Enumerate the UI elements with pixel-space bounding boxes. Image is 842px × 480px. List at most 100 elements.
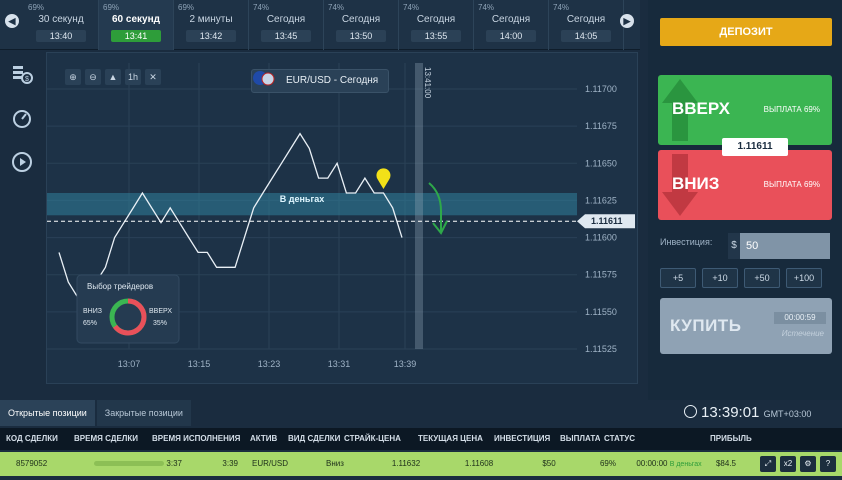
time-slot[interactable]: 74% Сегодня 13:55: [399, 0, 474, 50]
down-label: ВНИЗ: [672, 174, 720, 193]
help-icon[interactable]: ?: [820, 456, 836, 472]
scroll-left-icon[interactable]: ◀: [5, 14, 19, 28]
y-tick-label: 1.11600: [585, 233, 617, 243]
slot-payout: 69%: [178, 3, 195, 12]
chart-tool-button[interactable]: ▲: [105, 69, 121, 85]
y-tick-label: 1.11525: [585, 344, 617, 354]
asset-selector[interactable]: EUR/USD - Сегодня: [251, 69, 390, 93]
investment-input[interactable]: [740, 233, 830, 259]
traders-down-pct: 65%: [83, 320, 97, 327]
x-tick-label: 13:39: [394, 359, 417, 369]
y-tick-label: 1.11625: [585, 195, 617, 205]
put-down-button[interactable]: ВНИЗ ВЫПЛАТА 69%: [658, 150, 832, 220]
clock-timezone: GMT+03:00: [763, 409, 812, 419]
tab-open-positions[interactable]: Открытые позиции: [0, 400, 95, 426]
settings-icon[interactable]: ⚙: [800, 456, 816, 472]
cell-payout: 69%: [599, 459, 616, 468]
time-slot[interactable]: 69% 2 минуты 13:42: [174, 0, 249, 50]
tab-closed-positions[interactable]: Закрытые позиции: [96, 400, 191, 426]
clock-time: 13:39:01: [701, 404, 760, 421]
buy-timer: 00:00:59: [774, 312, 826, 324]
arrow-up-icon: [662, 79, 698, 141]
call-up-button[interactable]: ВВЕРХ ВЫПЛАТА 69%: [658, 75, 832, 145]
slot-label: 30 секунд: [38, 14, 84, 25]
buy-label: КУПИТЬ: [670, 316, 742, 335]
time-slot[interactable]: 69% 30 секунд 13:40: [24, 0, 99, 50]
up-payout: ВЫПЛАТА 69%: [763, 105, 820, 114]
x-tick-label: 13:15: [188, 359, 211, 369]
column-header[interactable]: ВЫПЛАТА: [560, 434, 600, 443]
time-slot[interactable]: 74% Сегодня 13:45: [249, 0, 324, 50]
time-slot[interactable]: 74% Сегодня 14:00: [474, 0, 549, 50]
column-header[interactable]: ПРИБЫЛЬ: [710, 434, 752, 443]
play-icon[interactable]: [10, 150, 34, 174]
price-chart-panel: 1.11700 1.11675 1.11650 1.11625 1.11600 1.115…: [46, 52, 638, 384]
column-header[interactable]: СТРАЙК-ЦЕНА: [344, 434, 401, 443]
price-chart[interactable]: 1.11700 1.11675 1.11650 1.11625 1.11600 1.115…: [47, 53, 639, 385]
down-payout: ВЫПЛАТА 69%: [763, 180, 820, 189]
chart-tool-button[interactable]: ⊕: [65, 69, 81, 85]
slot-payout: 74%: [403, 3, 420, 12]
slot-time: 13:42: [186, 30, 236, 42]
increment-button[interactable]: +100: [786, 268, 822, 288]
traders-choice-title: Выбор трейдеров: [87, 282, 153, 291]
time-slot[interactable]: 74% Сегодня 14:05: [549, 0, 624, 50]
cell-current: 1.11608: [464, 459, 494, 468]
column-header[interactable]: АКТИВ: [250, 434, 278, 443]
column-header[interactable]: СТАТУС: [604, 434, 635, 443]
current-price-label: 1.11611: [591, 216, 623, 226]
column-header[interactable]: ИНВЕСТИЦИЯ: [494, 434, 551, 443]
slot-time: 13:45: [261, 30, 311, 42]
in-the-money-zone: [47, 193, 577, 216]
slot-time: 14:00: [486, 30, 536, 42]
cell-code: 8579052: [16, 459, 48, 468]
slot-time: 13:50: [336, 30, 386, 42]
chart-tool-button[interactable]: ⊖: [85, 69, 101, 85]
time-slot[interactable]: 69% 60 секунд 13:41: [99, 0, 174, 50]
zone-label: В деньгах: [280, 194, 324, 204]
column-header[interactable]: ВИД СДЕЛКИ: [288, 434, 340, 443]
y-tick-label: 1.11675: [585, 121, 617, 131]
expand-icon[interactable]: ⤢: [760, 456, 776, 472]
coins-icon[interactable]: $: [10, 62, 34, 86]
y-tick-label: 1.11650: [585, 158, 617, 168]
slot-payout: 69%: [103, 3, 120, 12]
traders-choice-box: [76, 274, 180, 344]
eu-us-flag-icon: [253, 71, 275, 86]
asset-label: EUR/USD - Сегодня: [286, 75, 379, 86]
deposit-button[interactable]: ДЕПОЗИТ: [660, 18, 832, 46]
slot-time: 13:40: [36, 30, 86, 42]
increment-button[interactable]: +50: [744, 268, 780, 288]
positions-table-header: КОД СДЕЛКИ ВРЕМЯ СДЕЛКИ ВРЕМЯ ИСПОЛНЕНИЯ АК…: [0, 428, 842, 450]
x-tick-label: 13:07: [118, 359, 141, 369]
x-tick-label: 13:31: [328, 359, 351, 369]
investment-increments: +5 +10 +50 +100: [660, 268, 822, 288]
double-up-icon[interactable]: x2: [780, 456, 796, 472]
increment-button[interactable]: +5: [660, 268, 696, 288]
chart-tool-button[interactable]: 1h: [125, 69, 141, 85]
buy-button[interactable]: КУПИТЬ 00:00:59 Истечение: [660, 298, 832, 354]
traders-down-label: ВНИЗ: [83, 308, 102, 315]
chart-tool-button[interactable]: ✕: [145, 69, 161, 85]
time-slot[interactable]: 74% Сегодня 13:50: [324, 0, 399, 50]
column-header[interactable]: ВРЕМЯ СДЕЛКИ: [74, 434, 139, 443]
increment-button[interactable]: +10: [702, 268, 738, 288]
slot-payout: 69%: [28, 3, 45, 12]
column-header[interactable]: ВРЕМЯ ИСПОЛНЕНИЯ: [152, 434, 241, 443]
column-header[interactable]: КОД СДЕЛКИ: [6, 434, 58, 443]
investment-label: Инвестиция:: [660, 237, 713, 247]
slot-payout: 74%: [328, 3, 345, 12]
price-series-line: [58, 132, 403, 298]
column-header[interactable]: ТЕКУЩАЯ ЦЕНА: [418, 434, 483, 443]
scroll-right-icon[interactable]: ▶: [620, 14, 634, 28]
slot-label: Сегодня: [266, 14, 306, 25]
speedometer-icon[interactable]: [10, 106, 34, 130]
slot-label: Сегодня: [341, 14, 381, 25]
x-tick-label: 13:23: [258, 359, 281, 369]
positions-tabs: Открытые позиции Закрытые позиции: [0, 400, 193, 426]
clock-icon: [684, 405, 697, 418]
slot-label: 2 минуты: [189, 14, 233, 25]
slot-time: 13:55: [411, 30, 461, 42]
expiry-text: Истечение: [781, 329, 824, 338]
table-row[interactable]: 8579052 3:37 3:39 EUR/USD Вниз 1.11632 1…: [0, 452, 842, 476]
